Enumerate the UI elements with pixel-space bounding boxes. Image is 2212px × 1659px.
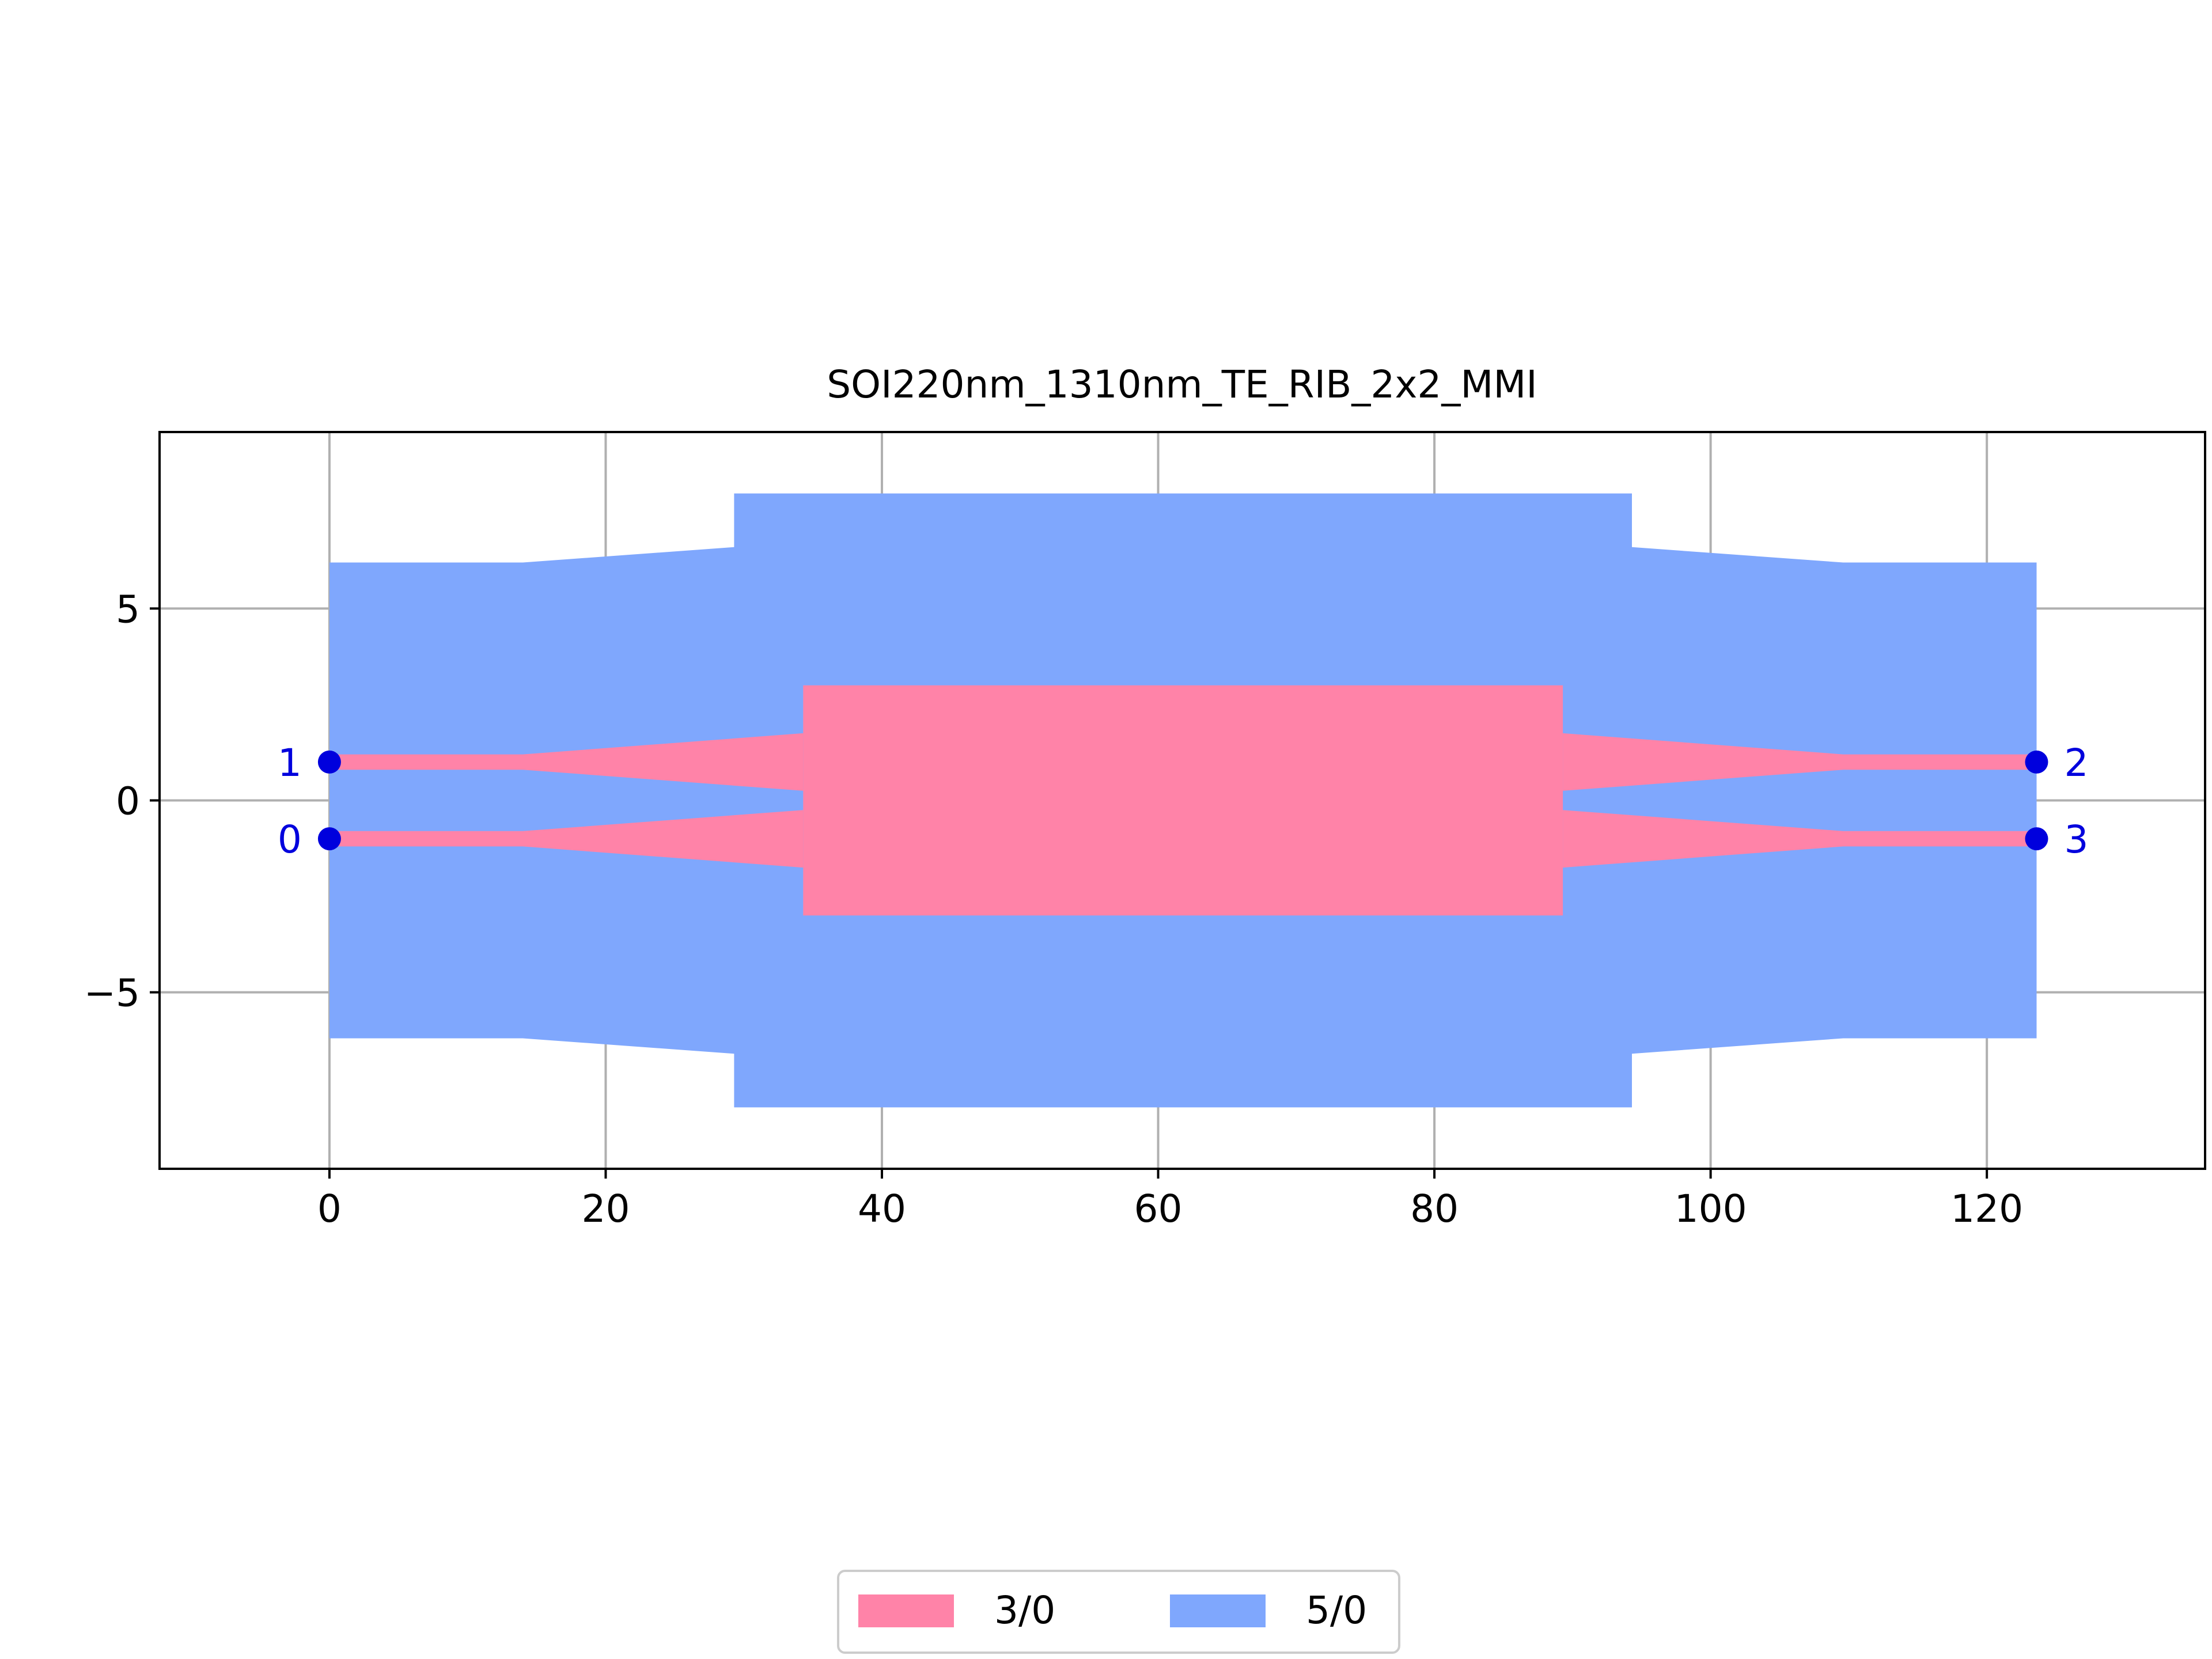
chart-title: SOI220nm_1310nm_TE_RIB_2x2_MMI: [827, 362, 1537, 407]
x-tick-label: 20: [581, 1187, 630, 1231]
layer-3-0-polygon: [329, 810, 804, 868]
layer-3-0-polygon: [1563, 810, 2037, 868]
port-2-marker: [2025, 750, 2048, 774]
port-2-label: 2: [2064, 741, 2088, 785]
port-1-marker: [317, 750, 341, 774]
x-tick-label: 40: [858, 1187, 906, 1231]
legend-swatch-5-0: [1170, 1594, 1266, 1627]
legend-swatch-3-0: [858, 1594, 954, 1627]
layer-3-0-polygon: [1563, 733, 2037, 791]
x-tick-label: 80: [1410, 1187, 1459, 1231]
y-tick-label: −5: [84, 971, 140, 1016]
axis-ticks: 0 20 40 60 80 100 120 −5 0 5: [84, 587, 2023, 1231]
port-3-marker: [2025, 827, 2048, 851]
x-tick-label: 60: [1134, 1187, 1183, 1231]
port-0-label: 0: [278, 817, 302, 862]
y-tick-label: 0: [116, 779, 140, 824]
x-tick-label: 100: [1675, 1187, 1747, 1231]
legend-box: [837, 1570, 1400, 1654]
layer-polygons: [329, 493, 2037, 1108]
x-tick-label: 120: [1950, 1187, 2023, 1231]
legend-label-5-0: 5/0: [1306, 1588, 1367, 1633]
port-markers: 0 1 2 3: [278, 741, 2089, 862]
layer-3-0-polygon: [329, 733, 804, 791]
legend: 3/0 5/0: [837, 1570, 1400, 1654]
port-3-label: 3: [2064, 817, 2088, 862]
layer-3-0-polygon: [803, 685, 1563, 916]
legend-label-3-0: 3/0: [994, 1588, 1055, 1633]
y-tick-label: 5: [116, 587, 140, 631]
port-1-label: 1: [278, 741, 302, 785]
x-tick-label: 0: [317, 1187, 342, 1231]
port-0-marker: [317, 827, 341, 851]
